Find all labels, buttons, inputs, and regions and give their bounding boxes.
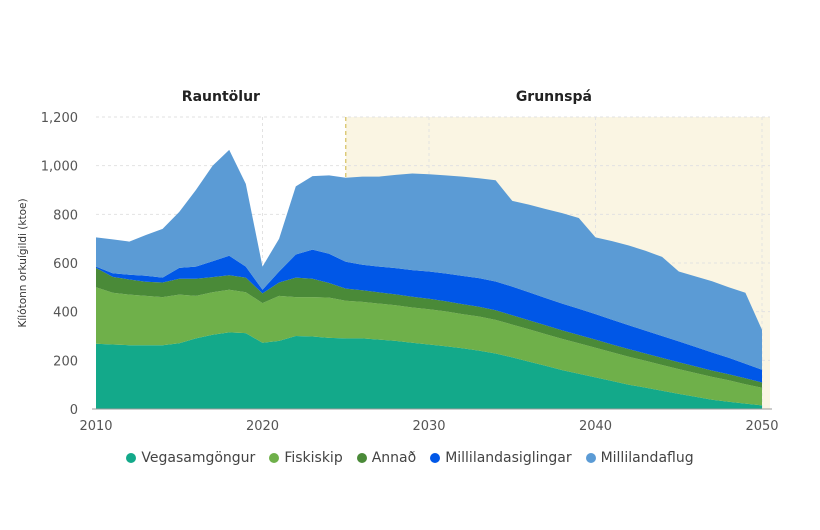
legend-marker-icon [269, 453, 280, 463]
legend-item[interactable]: Vegasamgöngur [126, 450, 255, 466]
x-tick-label: 2030 [412, 419, 445, 434]
x-tick-label: 2010 [79, 419, 112, 434]
y-tick-label: 200 [53, 354, 78, 369]
section-labels: Rauntölur Grunnspá [182, 89, 592, 105]
area-fiskiskip [96, 287, 762, 406]
y-tick-label: 400 [53, 306, 78, 321]
legend-label: Fiskiskip [284, 450, 343, 466]
legend-item[interactable]: Millilandaflug [585, 450, 694, 466]
legend-label: Vegasamgöngur [141, 450, 256, 466]
y-tick-label: 0 [70, 403, 78, 418]
legend-item[interactable]: Millilandasiglingar [430, 450, 572, 466]
legend-item[interactable]: Annað [356, 450, 417, 466]
legend-label: Millilandasiglingar [445, 450, 572, 466]
y-tick-label: 1,000 [41, 160, 78, 175]
legend: Vegasamgöngur Fiskiskip Annað Millilandasig… [0, 450, 820, 466]
area-millilandasiglingar [96, 249, 762, 383]
legend-marker-icon [126, 453, 137, 463]
section-label: Grunnspá [516, 89, 592, 105]
area-vegasamgöngur [96, 332, 762, 409]
legend-marker-icon [585, 453, 596, 463]
y-tick-label: 1,200 [41, 111, 78, 126]
x-tick-label: 2040 [579, 419, 612, 434]
legend-item[interactable]: Fiskiskip [269, 450, 343, 466]
y-axis-label: Kílótonn orkuígildi (ktoe) [17, 198, 29, 327]
legend-label: Millilandaflug [600, 450, 694, 466]
section-label: Rauntölur [182, 89, 260, 105]
legend-marker-icon [430, 453, 441, 463]
legend-label: Annað [371, 450, 417, 466]
series-areas [96, 149, 762, 409]
x-tick-label: 2050 [745, 419, 778, 434]
area-annað [96, 267, 762, 388]
legend-marker-icon [356, 453, 367, 463]
axes: 0 200 400 600 800 1,000 1,200 2010 2020 2030 2040 2… [41, 111, 779, 434]
y-tick-label: 800 [53, 208, 78, 223]
y-tick-label: 600 [53, 257, 78, 272]
x-tick-label: 2020 [246, 419, 279, 434]
area-millilandaflug [96, 149, 762, 370]
